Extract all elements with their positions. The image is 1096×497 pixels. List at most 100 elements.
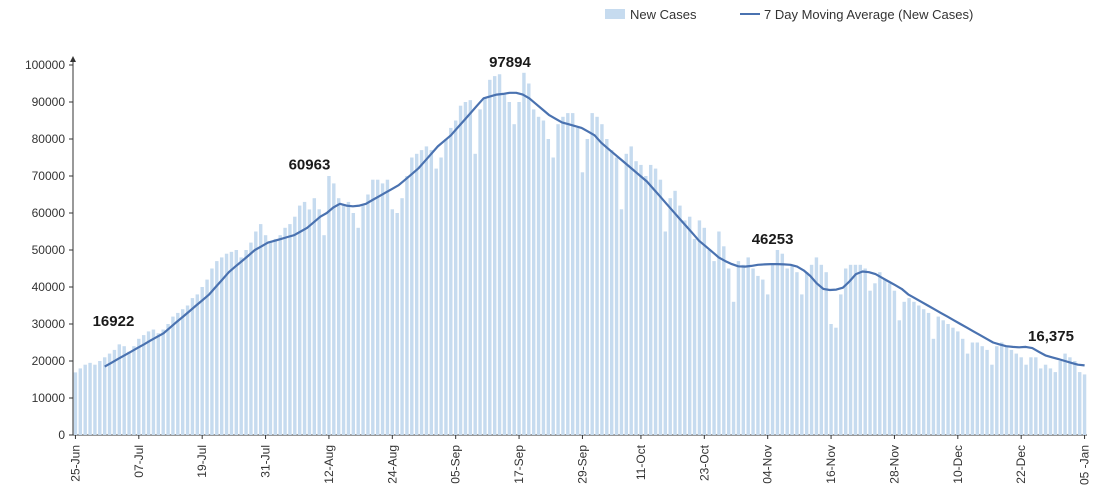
- new-cases-bar: [531, 109, 536, 436]
- new-cases-bar: [619, 209, 624, 435]
- new-cases-bar: [88, 362, 92, 435]
- new-cases-bar: [1009, 349, 1014, 435]
- new-cases-bar: [293, 216, 297, 435]
- y-tick-label: 50000: [32, 243, 66, 257]
- new-cases-bar: [843, 268, 848, 435]
- new-cases-bar: [151, 329, 156, 435]
- new-cases-bar: [931, 338, 936, 435]
- y-tick-label: 90000: [32, 95, 66, 109]
- new-cases-bar: [804, 272, 809, 435]
- new-cases-bar: [419, 150, 424, 435]
- new-cases-bar: [336, 198, 341, 435]
- new-cases-bar: [1029, 357, 1033, 435]
- new-cases-bar: [356, 227, 360, 435]
- new-cases-bar: [717, 231, 721, 435]
- new-cases-bar: [712, 261, 716, 435]
- new-cases-bar: [512, 124, 516, 435]
- new-cases-bar: [1004, 346, 1009, 435]
- new-cases-bar: [673, 190, 677, 435]
- new-cases-bar: [692, 238, 697, 435]
- new-cases-bar: [1063, 353, 1067, 435]
- x-tick-label: 05-Sep: [449, 445, 463, 484]
- new-cases-bar: [570, 113, 575, 435]
- new-cases-bar: [1073, 361, 1077, 435]
- new-cases-bar: [1034, 357, 1038, 435]
- x-axis: 25-Jun 07-Jul 19-Jul 31-Jul 12-Aug 24-Aug 05-S…: [68, 434, 1092, 485]
- new-cases-bar: [112, 349, 117, 435]
- new-cases-bar: [254, 231, 258, 435]
- new-cases-bar: [219, 257, 224, 435]
- new-cases-bar: [463, 102, 468, 435]
- x-tick-label: 10-Dec: [951, 445, 965, 484]
- new-cases-bar: [307, 209, 312, 435]
- new-cases-bar: [980, 346, 984, 435]
- new-cases-bar: [385, 179, 390, 435]
- new-cases-bar: [644, 176, 648, 435]
- peak-annotation: 97894: [489, 54, 531, 71]
- new-cases-bar: [897, 320, 902, 435]
- new-cases-bar: [951, 327, 955, 435]
- new-cases-bar: [351, 213, 356, 435]
- new-cases-bar: [697, 220, 702, 435]
- new-cases-bar: [1019, 357, 1023, 435]
- new-cases-bar: [341, 205, 346, 435]
- new-cases-bar: [107, 353, 112, 435]
- new-cases-bar: [268, 242, 273, 435]
- new-cases-bar: [634, 161, 638, 435]
- new-cases-bar: [917, 305, 921, 435]
- new-cases-bar: [176, 312, 180, 435]
- new-cases-bar: [585, 139, 590, 435]
- x-tick-label: 28-Nov: [887, 445, 901, 484]
- legend: New Cases 7 Day Moving Average (New Case…: [605, 7, 973, 22]
- new-cases-bar: [78, 368, 83, 435]
- new-cases-bar: [590, 113, 594, 435]
- y-tick-label: 70000: [32, 169, 66, 183]
- new-cases-bar: [1038, 368, 1043, 435]
- new-cases-bar: [800, 294, 804, 435]
- new-cases-bar: [1058, 361, 1062, 435]
- new-cases-bar: [117, 344, 122, 435]
- new-cases-bar: [424, 146, 429, 435]
- new-cases-bar: [907, 298, 911, 435]
- new-cases-bar: [575, 127, 580, 436]
- x-tick-label: 19-Jul: [195, 445, 209, 478]
- x-tick-label: 12-Aug: [322, 445, 336, 484]
- new-cases-bar: [141, 335, 146, 435]
- new-cases-bar: [1014, 353, 1019, 435]
- new-cases-bar: [639, 164, 643, 435]
- peak-annotation: 16922: [93, 313, 135, 330]
- new-cases-bar: [926, 312, 931, 435]
- new-cases-bar: [624, 153, 629, 436]
- new-cases-bar: [122, 346, 126, 435]
- new-cases-bar: [395, 213, 399, 435]
- new-cases-bar: [317, 209, 321, 435]
- new-cases-bar: [449, 127, 453, 436]
- legend-swatch-new-cases: [605, 9, 625, 19]
- new-cases-bar: [312, 198, 317, 435]
- legend-label-moving-average: 7 Day Moving Average (New Cases): [764, 7, 973, 22]
- new-cases-bar: [434, 168, 438, 435]
- new-cases-bar: [653, 168, 658, 435]
- new-cases-bar: [185, 305, 190, 435]
- new-cases-bar: [892, 290, 897, 435]
- new-cases-bar: [205, 279, 209, 435]
- new-cases-bar: [761, 279, 765, 435]
- new-cases-bar: [361, 205, 365, 435]
- new-cases-bar: [98, 361, 102, 435]
- y-axis: 0 10000 20000 30000 40000 50000 60000 70000 8000…: [25, 56, 76, 442]
- new-cases-bar: [200, 287, 204, 435]
- new-cases-bar: [663, 231, 668, 435]
- new-cases-bar: [478, 109, 482, 436]
- new-cases-bar: [444, 139, 448, 435]
- new-cases-bar: [629, 146, 633, 435]
- new-cases-bar: [814, 257, 819, 435]
- new-cases-bar: [327, 176, 331, 435]
- new-cases-bar: [371, 179, 375, 435]
- new-cases-bar: [1068, 357, 1072, 435]
- new-cases-bar: [161, 329, 165, 435]
- new-cases-bar: [171, 316, 175, 435]
- legend-label-new-cases: New Cases: [630, 7, 697, 22]
- new-cases-bar: [288, 224, 292, 435]
